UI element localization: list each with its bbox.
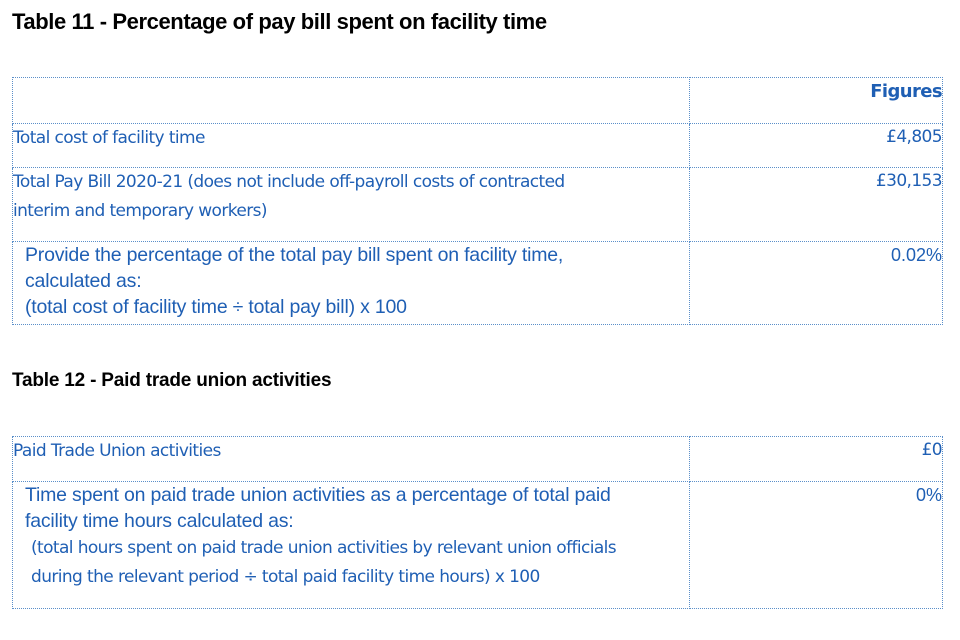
- figures-header: Figures: [870, 81, 942, 102]
- table-row: Paid Trade Union activities £0: [12, 436, 943, 482]
- row-label-line: (total hours spent on paid trade union a…: [31, 538, 617, 558]
- table-row: Provide the percentage of the total pay …: [12, 241, 943, 325]
- row-label-line: during the relevant period ÷ total paid …: [31, 567, 540, 587]
- row-label: Time spent on paid trade union activitie…: [12, 481, 690, 609]
- row-label-line: (total cost of facility time ÷ total pay…: [25, 296, 407, 318]
- table-row: Figures: [12, 77, 943, 124]
- row-value: 0.02%: [689, 241, 943, 325]
- row-value: £0: [689, 436, 943, 482]
- row-label-line: Total cost of facility time: [13, 128, 206, 148]
- row-label-line: Provide the percentage of the total pay …: [25, 244, 564, 266]
- row-label-line: facility time hours calculated as:: [25, 510, 294, 532]
- table-11-title: Table 11 - Percentage of pay bill spent …: [12, 9, 547, 34]
- table-11: Figures Total cost of facility time £4,8…: [12, 77, 943, 325]
- row-label-line: Total Pay Bill 2020-21 (does not include…: [13, 172, 566, 192]
- table-12-title: Table 12 - Paid trade union activities: [12, 370, 332, 391]
- row-value: 0%: [689, 481, 943, 609]
- table-row: Time spent on paid trade union activitie…: [12, 481, 943, 609]
- row-label-line: Time spent on paid trade union activitie…: [25, 484, 611, 506]
- table-row: Total Pay Bill 2020-21 (does not include…: [12, 167, 943, 242]
- header-value-cell: Figures: [689, 77, 943, 124]
- table-12: Paid Trade Union activities £0 Time spen…: [12, 436, 943, 609]
- row-label-line: interim and temporary workers): [13, 201, 268, 221]
- header-label-cell: [12, 77, 690, 124]
- table-row: Total cost of facility time £4,805: [12, 123, 943, 168]
- row-label-line: calculated as:: [25, 270, 142, 292]
- row-value: £4,805: [689, 123, 943, 168]
- row-label-line: Paid Trade Union activities: [13, 441, 222, 461]
- row-label: Provide the percentage of the total pay …: [12, 241, 690, 325]
- row-value: £30,153: [689, 167, 943, 242]
- row-label: Total Pay Bill 2020-21 (does not include…: [12, 167, 690, 242]
- row-label: Paid Trade Union activities: [12, 436, 690, 482]
- row-label: Total cost of facility time: [12, 123, 690, 168]
